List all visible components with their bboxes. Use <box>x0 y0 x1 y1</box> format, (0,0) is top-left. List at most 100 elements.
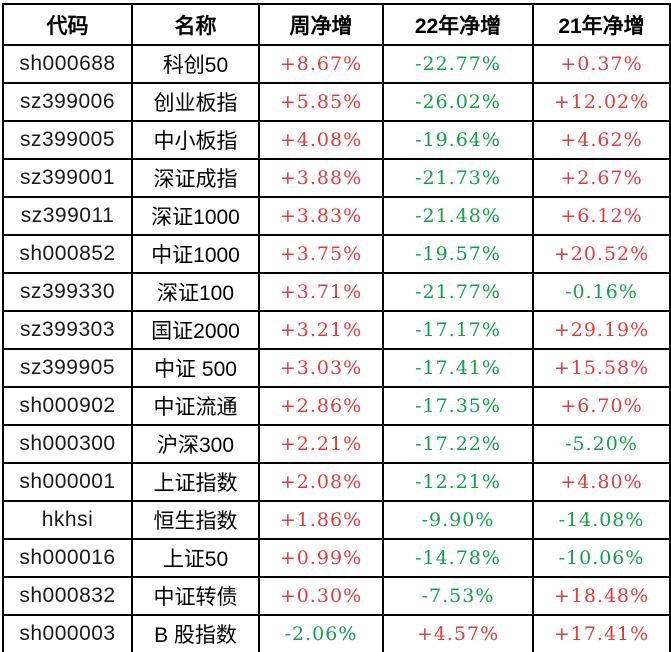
cell-index-code: sh000902 <box>2 386 133 426</box>
cell-index-code: sz399330 <box>2 272 133 312</box>
cell-2021-change: +2.67% <box>532 158 671 198</box>
cell-2021-change: +20.52% <box>532 234 671 274</box>
cell-week-change: +5.85% <box>258 82 384 122</box>
cell-index-code: hkhsi <box>2 500 133 540</box>
cell-2021-change: +4.80% <box>532 462 671 502</box>
cell-index-name: 中证转债 <box>131 576 260 616</box>
cell-index-name: 中小板指 <box>131 120 260 160</box>
table-row: sz399330 深证100 +3.71% -21.77% -0.16% <box>2 272 671 312</box>
cell-2021-change: +0.37% <box>532 44 671 84</box>
cell-index-name: 上证指数 <box>131 462 260 502</box>
table-row: sh000001 上证指数 +2.08% -12.21% +4.80% <box>2 462 671 502</box>
cell-2021-change: +18.48% <box>532 576 671 616</box>
cell-week-change: -2.06% <box>258 614 384 652</box>
cell-index-name: 上证50 <box>131 538 260 578</box>
cell-index-code: sh000832 <box>2 576 133 616</box>
cell-2022-change: -19.57% <box>382 234 534 274</box>
cell-index-name: 国证2000 <box>131 310 260 350</box>
cell-week-change: +2.86% <box>258 386 384 426</box>
cell-index-code: sh000300 <box>2 424 133 464</box>
cell-2022-change: -19.64% <box>382 120 534 160</box>
cell-index-code: sh000852 <box>2 234 133 274</box>
cell-index-name: 中证 500 <box>131 348 260 388</box>
cell-index-name: 恒生指数 <box>131 500 260 540</box>
table-body: sh000688 科创50 +8.67% -22.77% +0.37% sz39… <box>2 44 671 652</box>
cell-2021-change: -10.06% <box>532 538 671 578</box>
cell-index-name: 沪深300 <box>131 424 260 464</box>
cell-index-code: sh000016 <box>2 538 133 578</box>
table-row: sh000852 中证1000 +3.75% -19.57% +20.52% <box>2 234 671 274</box>
cell-week-change: +2.08% <box>258 462 384 502</box>
cell-2022-change: -17.35% <box>382 386 534 426</box>
cell-index-code: sz399011 <box>2 196 133 236</box>
table-row: hkhsi 恒生指数 +1.86% -9.90% -14.08% <box>2 500 671 540</box>
cell-2021-change: -0.16% <box>532 272 671 312</box>
table-row: sh000003 B 股指数 -2.06% +4.57% +17.41% <box>2 614 671 652</box>
table-row: sh000300 沪深300 +2.21% -17.22% -5.20% <box>2 424 671 464</box>
header-cell-week-change: 周净增 <box>258 3 384 46</box>
cell-week-change: +3.83% <box>258 196 384 236</box>
cell-week-change: +8.67% <box>258 44 384 84</box>
cell-2022-change: -22.77% <box>382 44 534 84</box>
cell-index-code: sz399303 <box>2 310 133 350</box>
cell-index-code: sz399006 <box>2 82 133 122</box>
cell-2022-change: +4.57% <box>382 614 534 652</box>
cell-2021-change: +12.02% <box>532 82 671 122</box>
cell-index-name: 科创50 <box>131 44 260 84</box>
cell-week-change: +3.75% <box>258 234 384 274</box>
cell-index-name: B 股指数 <box>131 614 260 652</box>
header-cell-2021-change: 21年净增 <box>532 3 671 46</box>
cell-week-change: +3.03% <box>258 348 384 388</box>
cell-index-code: sh000688 <box>2 44 133 84</box>
cell-2022-change: -21.77% <box>382 272 534 312</box>
cell-2022-change: -12.21% <box>382 462 534 502</box>
cell-2022-change: -26.02% <box>382 82 534 122</box>
table-row: sz399006 创业板指 +5.85% -26.02% +12.02% <box>2 82 671 122</box>
cell-index-name: 中证流通 <box>131 386 260 426</box>
cell-2021-change: +6.70% <box>532 386 671 426</box>
cell-2021-change: +15.58% <box>532 348 671 388</box>
header-row: 代码 名称 周净增 22年净增 21年净增 <box>2 3 671 46</box>
cell-2021-change: +29.19% <box>532 310 671 350</box>
cell-2022-change: -21.73% <box>382 158 534 198</box>
cell-2021-change: -14.08% <box>532 500 671 540</box>
index-performance-table: 代码 名称 周净增 22年净增 21年净增 sh000688 科创50 +8.6… <box>2 3 671 652</box>
cell-2022-change: -7.53% <box>382 576 534 616</box>
cell-2022-change: -21.48% <box>382 196 534 236</box>
table-row: sh000832 中证转债 +0.30% -7.53% +18.48% <box>2 576 671 616</box>
cell-index-name: 中证1000 <box>131 234 260 274</box>
cell-index-code: sz399905 <box>2 348 133 388</box>
header-cell-2022-change: 22年净增 <box>382 3 534 46</box>
table-row: sz399001 深证成指 +3.88% -21.73% +2.67% <box>2 158 671 198</box>
cell-index-code: sz399005 <box>2 120 133 160</box>
cell-index-name: 深证100 <box>131 272 260 312</box>
cell-week-change: +3.21% <box>258 310 384 350</box>
table-row: sh000016 上证50 +0.99% -14.78% -10.06% <box>2 538 671 578</box>
cell-2021-change: +6.12% <box>532 196 671 236</box>
cell-week-change: +1.86% <box>258 500 384 540</box>
table-row: sz399011 深证1000 +3.83% -21.48% +6.12% <box>2 196 671 236</box>
table-header: 代码 名称 周净增 22年净增 21年净增 <box>2 3 671 46</box>
header-cell-code: 代码 <box>2 3 133 46</box>
table-row: sz399303 国证2000 +3.21% -17.17% +29.19% <box>2 310 671 350</box>
cell-week-change: +2.21% <box>258 424 384 464</box>
cell-2021-change: -5.20% <box>532 424 671 464</box>
cell-week-change: +0.99% <box>258 538 384 578</box>
cell-index-name: 深证1000 <box>131 196 260 236</box>
cell-2022-change: -17.17% <box>382 310 534 350</box>
cell-index-code: sz399001 <box>2 158 133 198</box>
table-row: sz399905 中证 500 +3.03% -17.41% +15.58% <box>2 348 671 388</box>
cell-2021-change: +17.41% <box>532 614 671 652</box>
cell-2022-change: -17.22% <box>382 424 534 464</box>
cell-week-change: +3.71% <box>258 272 384 312</box>
cell-2022-change: -14.78% <box>382 538 534 578</box>
table-row: sh000688 科创50 +8.67% -22.77% +0.37% <box>2 44 671 84</box>
cell-week-change: +0.30% <box>258 576 384 616</box>
cell-index-code: sh000003 <box>2 614 133 652</box>
cell-week-change: +3.88% <box>258 158 384 198</box>
table-row: sh000902 中证流通 +2.86% -17.35% +6.70% <box>2 386 671 426</box>
cell-index-name: 创业板指 <box>131 82 260 122</box>
cell-2022-change: -17.41% <box>382 348 534 388</box>
table-row: sz399005 中小板指 +4.08% -19.64% +4.62% <box>2 120 671 160</box>
